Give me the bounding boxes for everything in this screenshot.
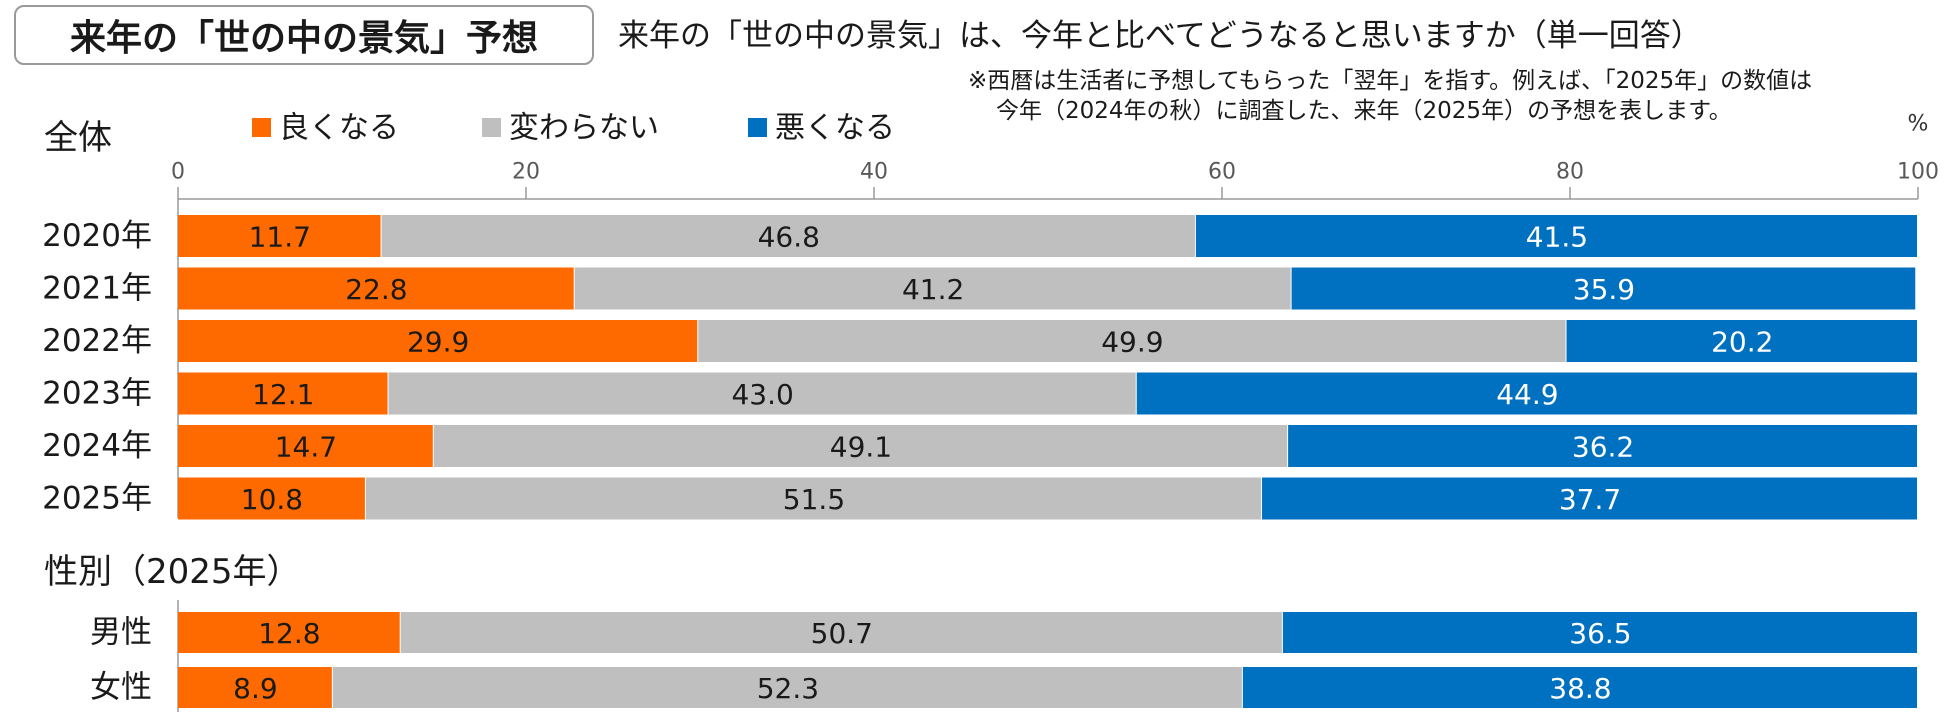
- survey-question: 来年の「世の中の景気」は、今年と比べてどうなると思いますか（単一回答）: [618, 18, 1702, 54]
- data-label-same: 41.2: [902, 273, 964, 306]
- data-label-good: 29.9: [407, 326, 469, 359]
- data-label-same: 49.1: [830, 431, 892, 464]
- bar-segment-good: [178, 267, 574, 310]
- data-label-bad: 44.9: [1496, 378, 1558, 411]
- legend-swatch-same: [482, 118, 501, 137]
- bar-segment-good: [178, 320, 698, 362]
- category-label: 2024年: [42, 428, 152, 464]
- data-label-good: 8.9: [233, 672, 278, 705]
- category-label: 2021年: [42, 271, 152, 307]
- data-label-same: 43.0: [731, 378, 793, 411]
- bar-segment-bad: [1195, 215, 1917, 257]
- bar-segment-bad: [1282, 612, 1917, 653]
- category-label: 男性: [90, 615, 152, 651]
- x-tick-label-0: 0: [171, 160, 185, 185]
- bar-segment-same: [365, 477, 1262, 520]
- data-label-good: 12.1: [252, 378, 314, 411]
- bar-segment-same: [400, 612, 1282, 653]
- bar-segment-same: [388, 372, 1136, 415]
- data-label-bad: 35.9: [1573, 273, 1635, 306]
- bar-segment-bad: [1566, 320, 1917, 362]
- chart-title: 来年の「世の中の景気」予想: [14, 5, 594, 65]
- footnote-line-1: ※西暦は生活者に予想してもらった「翌年」を指す。例えば、「2025年」の数値は: [968, 68, 1813, 94]
- group-label-0: 全体: [44, 118, 112, 158]
- data-label-good: 11.7: [249, 221, 311, 254]
- footnote-line-2: 今年（2024年の秋）に調査した、来年（2025年）の予想を表します。: [996, 98, 1732, 124]
- data-label-bad: 36.2: [1572, 431, 1634, 464]
- x-tick-label-80: 80: [1556, 160, 1584, 185]
- legend-swatch-bad: [748, 118, 767, 137]
- bar-segment-same: [574, 267, 1291, 310]
- data-label-bad: 36.5: [1569, 617, 1631, 650]
- x-tick-label-20: 20: [512, 160, 540, 185]
- data-label-good: 14.7: [275, 431, 337, 464]
- data-label-same: 49.9: [1101, 326, 1163, 359]
- data-label-bad: 38.8: [1549, 672, 1611, 705]
- data-label-good: 12.8: [258, 617, 320, 650]
- x-tick-label-100: 100: [1897, 160, 1939, 185]
- data-label-bad: 20.2: [1711, 326, 1773, 359]
- bar-segment-bad: [1291, 267, 1916, 310]
- bar-segment-good: [178, 425, 433, 467]
- data-label-same: 52.3: [757, 672, 819, 705]
- bar-segment-bad: [1242, 667, 1917, 708]
- bar-segment-good: [178, 667, 332, 708]
- x-tick-label-60: 60: [1208, 160, 1236, 185]
- bar-segment-good: [178, 215, 381, 257]
- bar-segment-good: [178, 612, 400, 653]
- data-label-good: 10.8: [241, 483, 303, 516]
- category-label: 2020年: [42, 218, 152, 254]
- bar-segment-good: [178, 372, 388, 415]
- data-label-good: 22.8: [345, 273, 407, 306]
- bar-segment-same: [433, 425, 1288, 467]
- data-label-bad: 37.7: [1559, 483, 1621, 516]
- data-label-same: 51.5: [783, 483, 845, 516]
- group-label-1: 性別（2025年）: [44, 552, 301, 592]
- bar-segment-same: [332, 667, 1242, 708]
- legend-label-good: 良くなる: [279, 111, 399, 146]
- legend-swatch-good: [252, 118, 271, 137]
- bar-segment-bad: [1136, 372, 1917, 415]
- legend-label-bad: 悪くなる: [775, 111, 895, 146]
- footnote: ※西暦は生活者に予想してもらった「翌年」を指す。例えば、「2025年」の数値は …: [968, 66, 1812, 126]
- axis-unit-label: %: [1908, 112, 1929, 137]
- legend-label-same: 変わらない: [509, 111, 659, 146]
- bar-segment-same: [381, 215, 1195, 257]
- bar-segment-bad: [1262, 477, 1917, 520]
- bar-segment-good: [178, 477, 365, 520]
- category-label: 2022年: [42, 323, 152, 359]
- bar-segment-bad: [1288, 425, 1917, 467]
- x-tick-label-40: 40: [860, 160, 888, 185]
- data-label-same: 46.8: [758, 221, 820, 254]
- category-label: 女性: [90, 670, 152, 706]
- category-label: 2025年: [42, 481, 152, 517]
- bar-segment-same: [698, 320, 1566, 362]
- data-label-bad: 41.5: [1526, 221, 1588, 254]
- data-label-same: 50.7: [811, 617, 873, 650]
- category-label: 2023年: [42, 376, 152, 412]
